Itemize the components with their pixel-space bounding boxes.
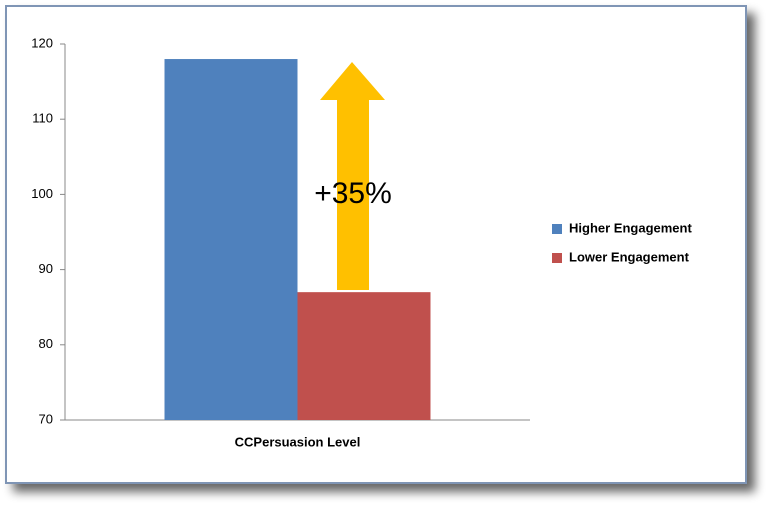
- arrow: [320, 62, 385, 290]
- y-tick-label: 80: [39, 336, 53, 351]
- bar: [164, 59, 298, 420]
- y-tick-label: 120: [31, 35, 53, 50]
- legend-label: Higher Engagement: [569, 220, 692, 235]
- y-tick-label: 70: [39, 411, 53, 426]
- legend-swatch: [552, 224, 562, 234]
- bar: [297, 292, 431, 420]
- legend-label: Lower Engagement: [569, 249, 690, 264]
- legend-swatch: [552, 253, 562, 263]
- annotation: +35%: [314, 177, 392, 210]
- x-tick-label: CCPersuasion Level: [235, 434, 361, 449]
- y-tick-label: 110: [32, 111, 53, 126]
- y-tick-label: 90: [39, 261, 53, 276]
- y-tick-label: 100: [31, 186, 53, 201]
